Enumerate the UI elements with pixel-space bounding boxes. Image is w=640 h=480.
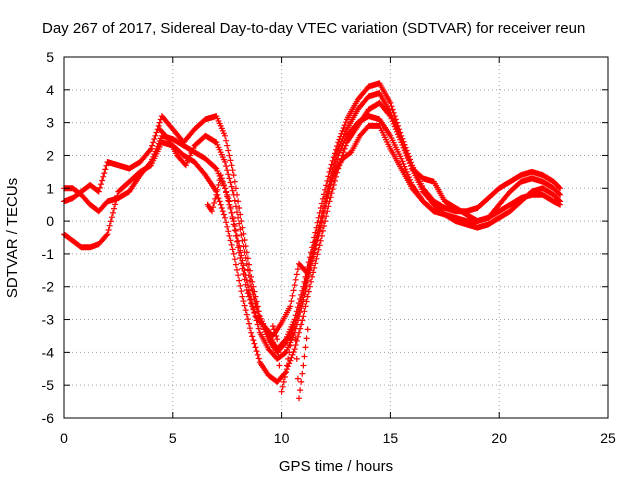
y-tick-label: 3 (46, 115, 54, 131)
y-tick-label: 5 (46, 49, 54, 65)
y-tick-label: -3 (42, 312, 55, 328)
series-pass-6 (269, 316, 311, 402)
y-tick-label: 2 (46, 147, 54, 163)
y-tick-label: -5 (42, 377, 55, 393)
y-tick-label: -6 (42, 410, 55, 426)
x-tick-label: 0 (60, 430, 68, 446)
y-tick-label: -2 (42, 279, 55, 295)
data-marks (204, 122, 437, 339)
ticks: 0 5 10 15 20 25 -6 -5 -4 -3 -2 -1 0 1 2 3 4 5 (42, 49, 616, 446)
y-tick-label: 0 (46, 213, 54, 229)
y-tick-label: -4 (42, 344, 55, 360)
series-pass-5 (204, 122, 437, 339)
x-tick-label: 15 (383, 430, 399, 446)
x-axis-label: GPS time / hours (279, 458, 393, 475)
chart-title: Day 267 of 2017, Sidereal Day-to-day VTE… (42, 20, 585, 37)
x-tick-label: 10 (274, 430, 290, 446)
y-axis-label: SDTVAR / TECUs (4, 178, 21, 298)
x-tick-label: 5 (169, 430, 177, 446)
x-tick-label: 25 (600, 430, 616, 446)
x-tick-label: 20 (491, 430, 507, 446)
data-marks (269, 316, 311, 402)
y-tick-label: 1 (46, 180, 54, 196)
y-tick-label: -1 (42, 246, 55, 262)
plot-frame (63, 56, 609, 419)
y-tick-label: 4 (46, 82, 54, 98)
